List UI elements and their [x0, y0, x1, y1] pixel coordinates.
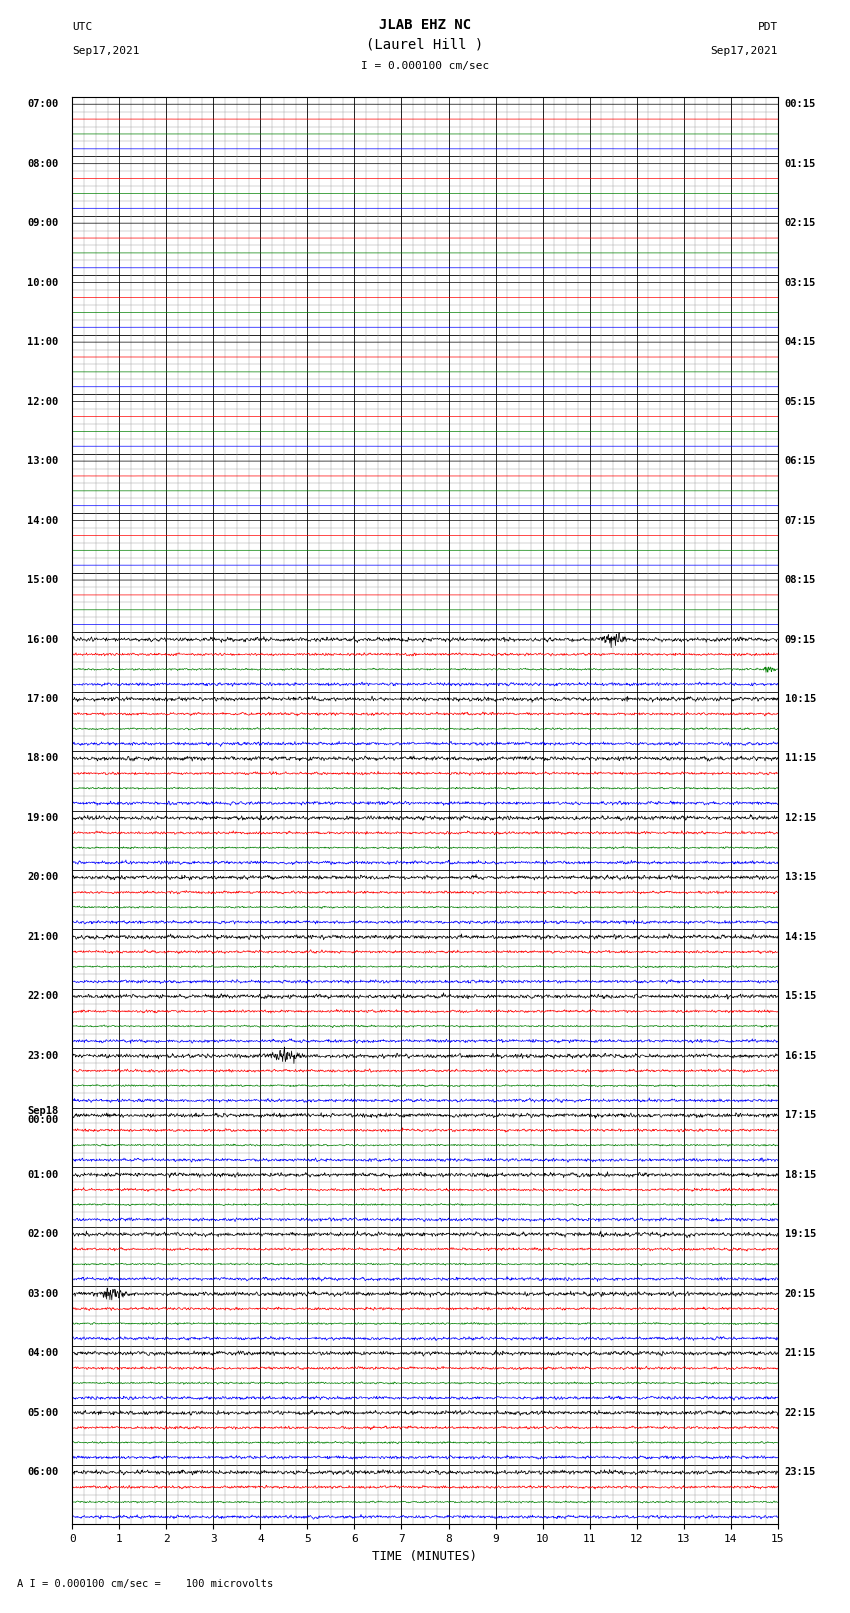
- Text: I = 0.000100 cm/sec: I = 0.000100 cm/sec: [361, 61, 489, 71]
- Text: Sep17,2021: Sep17,2021: [711, 47, 778, 56]
- Text: 07:00: 07:00: [27, 100, 58, 110]
- Text: 17:00: 17:00: [27, 694, 58, 703]
- Text: Sep17,2021: Sep17,2021: [72, 47, 139, 56]
- Text: 19:15: 19:15: [785, 1229, 816, 1239]
- Text: 14:15: 14:15: [785, 932, 816, 942]
- Text: 14:00: 14:00: [27, 516, 58, 526]
- Text: 11:15: 11:15: [785, 753, 816, 763]
- Text: 02:00: 02:00: [27, 1229, 58, 1239]
- Text: 11:00: 11:00: [27, 337, 58, 347]
- Text: 05:15: 05:15: [785, 397, 816, 406]
- Text: 09:15: 09:15: [785, 634, 816, 645]
- X-axis label: TIME (MINUTES): TIME (MINUTES): [372, 1550, 478, 1563]
- Text: 01:15: 01:15: [785, 158, 816, 169]
- Text: 23:00: 23:00: [27, 1052, 58, 1061]
- Text: 22:15: 22:15: [785, 1408, 816, 1418]
- Text: 03:15: 03:15: [785, 277, 816, 287]
- Text: 18:00: 18:00: [27, 753, 58, 763]
- Text: PDT: PDT: [757, 23, 778, 32]
- Text: 15:00: 15:00: [27, 576, 58, 586]
- Text: 08:15: 08:15: [785, 576, 816, 586]
- Text: 22:00: 22:00: [27, 992, 58, 1002]
- Text: 12:15: 12:15: [785, 813, 816, 823]
- Text: 02:15: 02:15: [785, 218, 816, 227]
- Text: 04:15: 04:15: [785, 337, 816, 347]
- Text: 23:15: 23:15: [785, 1468, 816, 1478]
- Text: 13:15: 13:15: [785, 873, 816, 882]
- Text: 21:00: 21:00: [27, 932, 58, 942]
- Text: 05:00: 05:00: [27, 1408, 58, 1418]
- Text: 16:15: 16:15: [785, 1052, 816, 1061]
- Text: 08:00: 08:00: [27, 158, 58, 169]
- Text: 17:15: 17:15: [785, 1110, 816, 1121]
- Text: UTC: UTC: [72, 23, 93, 32]
- Text: 00:00: 00:00: [27, 1115, 58, 1124]
- Text: 06:00: 06:00: [27, 1468, 58, 1478]
- Text: 20:00: 20:00: [27, 873, 58, 882]
- Text: 06:15: 06:15: [785, 456, 816, 466]
- Text: 18:15: 18:15: [785, 1169, 816, 1179]
- Text: (Laurel Hill ): (Laurel Hill ): [366, 37, 484, 52]
- Text: 04:00: 04:00: [27, 1348, 58, 1358]
- Text: 10:00: 10:00: [27, 277, 58, 287]
- Text: 01:00: 01:00: [27, 1169, 58, 1179]
- Text: JLAB EHZ NC: JLAB EHZ NC: [379, 18, 471, 32]
- Text: 13:00: 13:00: [27, 456, 58, 466]
- Text: 21:15: 21:15: [785, 1348, 816, 1358]
- Text: 09:00: 09:00: [27, 218, 58, 227]
- Text: 19:00: 19:00: [27, 813, 58, 823]
- Text: A I = 0.000100 cm/sec =    100 microvolts: A I = 0.000100 cm/sec = 100 microvolts: [17, 1579, 273, 1589]
- Text: 12:00: 12:00: [27, 397, 58, 406]
- Text: 20:15: 20:15: [785, 1289, 816, 1298]
- Text: 10:15: 10:15: [785, 694, 816, 703]
- Text: 16:00: 16:00: [27, 634, 58, 645]
- Text: 03:00: 03:00: [27, 1289, 58, 1298]
- Text: Sep18: Sep18: [27, 1107, 58, 1116]
- Text: 00:15: 00:15: [785, 100, 816, 110]
- Text: 07:15: 07:15: [785, 516, 816, 526]
- Text: 15:15: 15:15: [785, 992, 816, 1002]
